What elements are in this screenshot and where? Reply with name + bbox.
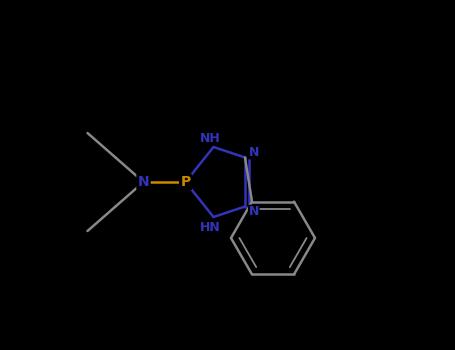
Text: NH: NH	[200, 132, 220, 145]
Text: N: N	[138, 175, 149, 189]
Text: HN: HN	[200, 221, 220, 234]
Text: N: N	[248, 205, 259, 218]
Text: N: N	[248, 146, 259, 159]
Text: P: P	[180, 175, 191, 189]
